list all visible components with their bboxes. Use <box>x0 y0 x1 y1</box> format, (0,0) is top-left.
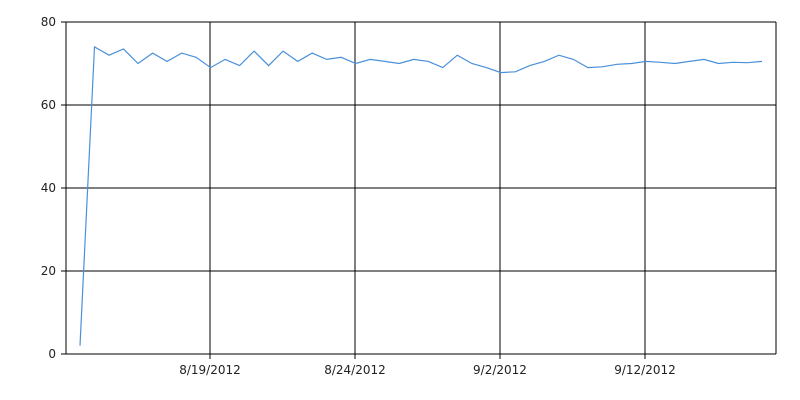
y-tick-label: 60 <box>41 98 56 112</box>
y-tick-label: 0 <box>48 347 56 361</box>
x-tick-label: 9/2/2012 <box>473 363 527 377</box>
series-line <box>79 45 763 346</box>
y-tick-label: 80 <box>41 15 56 29</box>
x-tick-label: 9/12/2012 <box>614 363 676 377</box>
x-tick-label: 8/24/2012 <box>324 363 386 377</box>
y-tick-label: 20 <box>41 264 56 278</box>
y-tick-label: 40 <box>41 181 56 195</box>
chart-series <box>79 45 763 346</box>
x-axis-tick-labels: 8/19/2012 8/24/2012 9/2/2012 9/12/2012 <box>179 363 676 377</box>
x-tick-label: 8/19/2012 <box>179 363 241 377</box>
chart-grid <box>61 21 777 359</box>
y-axis-tick-labels: 0 20 40 60 80 <box>41 15 56 361</box>
